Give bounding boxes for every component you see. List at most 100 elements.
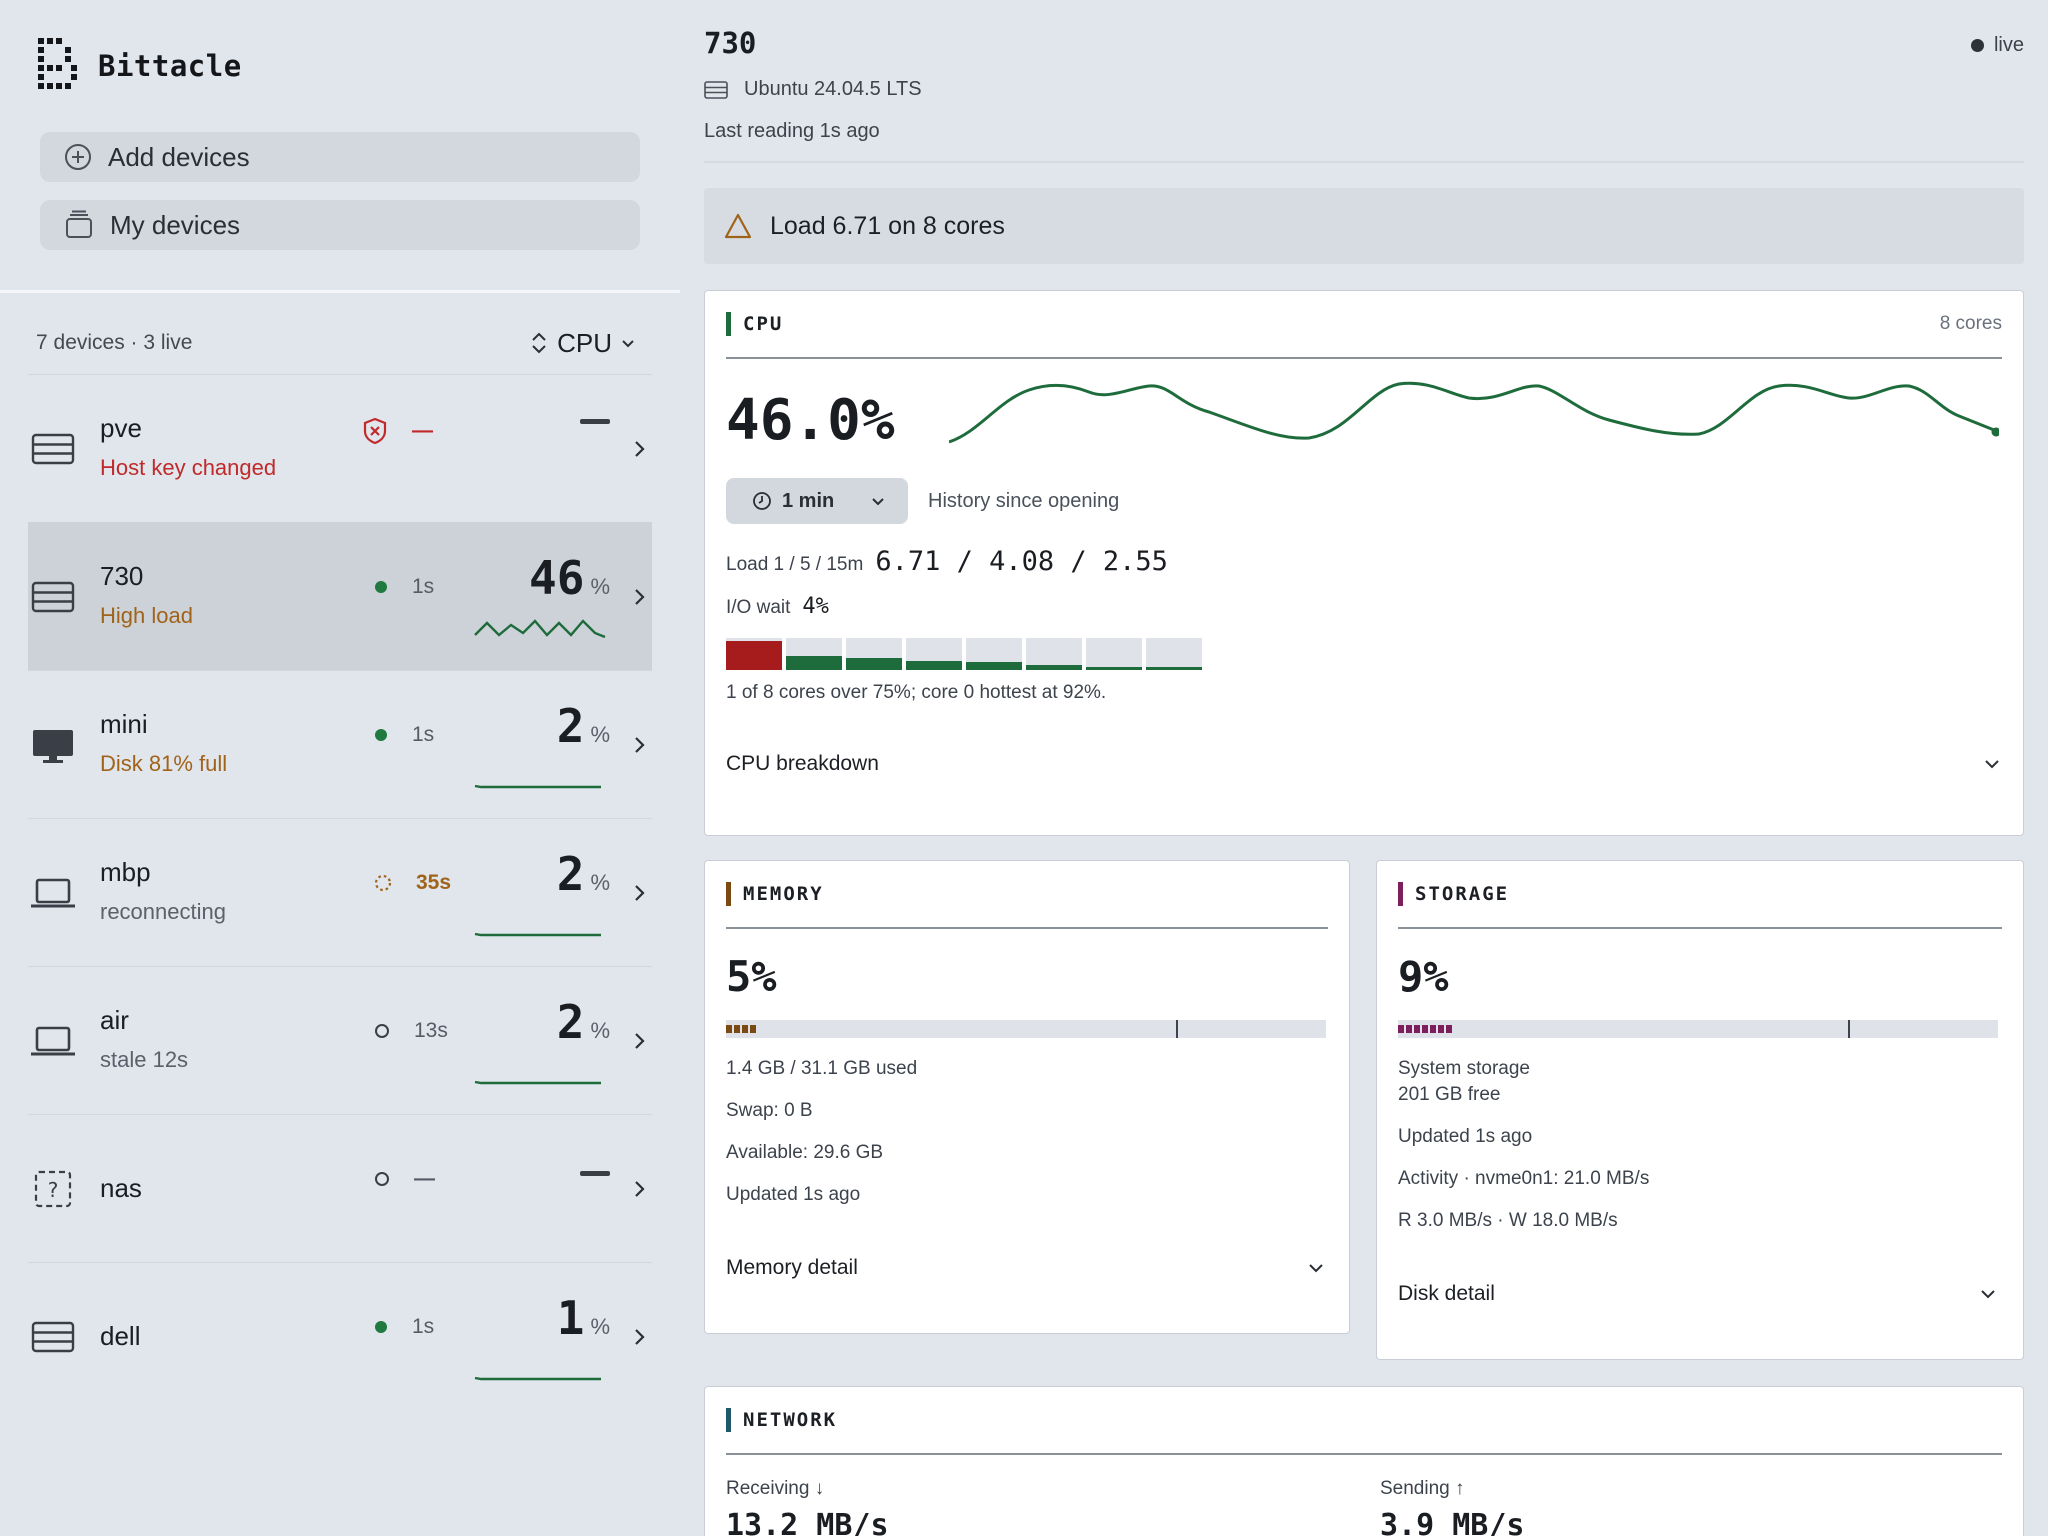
device-row-730[interactable]: 730 High load 1s 46% [28, 522, 652, 670]
device-last-seen: — [414, 1167, 435, 1190]
core-bar-fill [1086, 667, 1142, 670]
device-row-mini[interactable]: mini Disk 81% full 1s 2% [28, 670, 652, 818]
device-list-header: 7 devices · 3 live CPU [36, 322, 636, 364]
device-connection-indicator: 1s [374, 1315, 434, 1339]
disk-detail-toggle[interactable]: Disk detail [1398, 1282, 1998, 1306]
network-accent-bar [726, 1407, 731, 1432]
network-title: NETWORK [726, 1407, 837, 1432]
network-receiving-value: 13.2 MB/s [726, 1508, 889, 1536]
app-name: Bittacle [98, 49, 242, 83]
core-bar-fill [786, 656, 842, 670]
per-core-bars [726, 638, 1202, 670]
chevron-right-icon [628, 1326, 650, 1348]
device-row-mbp[interactable]: mbp reconnecting 35s 2% [28, 818, 652, 966]
memory-detail-label: Memory detail [726, 1256, 858, 1279]
device-list: pve Host key changed —730 High load 1s 46% min… [28, 374, 652, 1410]
device-cpu-unavailable [580, 419, 610, 424]
add-devices-button[interactable]: Add devices [40, 132, 640, 182]
memory-used: 1.4 GB / 31.1 GB used [726, 1058, 918, 1079]
device-cpu-sparkline [474, 784, 601, 789]
storage-activity: Activity · nvme0n1: 21.0 MB/s [1398, 1168, 1650, 1189]
core-bar-2 [846, 638, 902, 670]
sort-updown-icon [532, 332, 546, 354]
cpu-breakdown-label: CPU breakdown [726, 752, 879, 775]
device-cpu-value: 1% [557, 1291, 610, 1345]
memory-detail-toggle[interactable]: Memory detail [726, 1256, 1326, 1280]
cores-summary: 1 of 8 cores over 75%; core 0 hottest at… [726, 682, 1107, 703]
last-reading: Last reading 1s ago [704, 120, 880, 142]
device-name: air [100, 1005, 129, 1035]
chevron-down-icon [1985, 760, 1999, 769]
core-bar-3 [906, 638, 962, 670]
sort-dropdown[interactable]: CPU [529, 328, 636, 359]
storage-title-text: STORAGE [1415, 882, 1510, 905]
device-cpu-value: 2% [557, 995, 610, 1049]
chevron-right-icon [628, 438, 650, 460]
storage-card [1376, 860, 2024, 1360]
device-connection-indicator: 13s [374, 1019, 448, 1043]
monitor-icon [30, 722, 76, 768]
cpu-title-text: CPU [743, 312, 784, 335]
network-receiving-label: Receiving ↓ [726, 1478, 825, 1499]
device-cpu-unit: % [590, 1314, 610, 1339]
network-card [704, 1386, 2024, 1536]
my-devices-label: My devices [110, 209, 241, 240]
device-cpu-number: 2 [556, 847, 585, 901]
device-cpu-value: 46% [529, 551, 610, 605]
load-alert: Load 6.71 on 8 cores [704, 188, 2024, 264]
device-status: reconnecting [100, 899, 226, 924]
network-sending-label: Sending ↑ [1380, 1478, 1465, 1499]
load-value: 6.71 / 4.08 / 2.55 [875, 546, 1168, 577]
device-name: dell [100, 1321, 141, 1351]
memory-meter [726, 1020, 1326, 1038]
memory-title-text: MEMORY [743, 882, 824, 905]
core-bar-4 [966, 638, 1022, 670]
chevron-right-icon [628, 1178, 650, 1200]
time-range-dropdown[interactable]: 1 min [726, 478, 908, 524]
cpu-value: 46.0% [726, 388, 895, 453]
device-cpu-number: 2 [556, 699, 585, 753]
svg-text:?: ? [48, 1178, 59, 1202]
shield-x-icon [362, 417, 388, 445]
device-connection-indicator: — [362, 417, 433, 445]
warning-triangle-icon [724, 213, 752, 239]
my-devices-button[interactable]: My devices [40, 200, 640, 250]
brand[interactable]: Bittacle [38, 36, 242, 96]
disk-detail-label: Disk detail [1398, 1282, 1495, 1305]
device-cpu-sparkline [474, 619, 606, 639]
green-dot-icon [374, 580, 388, 594]
device-cpu-number: 46 [529, 551, 585, 605]
device-status: Host key changed [100, 455, 277, 480]
cpu-percent: 46.0% [726, 388, 895, 453]
device-row-nas[interactable]: ? nas — [28, 1114, 652, 1262]
core-bar-fill [726, 641, 782, 670]
core-bar-fill [906, 661, 962, 670]
chevron-down-icon [872, 498, 884, 506]
device-cpu-sparkline [474, 1376, 601, 1381]
green-dot-icon [374, 1320, 388, 1334]
alert-text: Load 6.71 on 8 cores [770, 211, 1005, 240]
device-row-pve[interactable]: pve Host key changed — [28, 374, 652, 522]
memory-percent: 5% [726, 952, 777, 1001]
clock-icon [753, 492, 771, 510]
chevron-right-icon [628, 734, 650, 756]
add-devices-label: Add devices [108, 141, 250, 172]
live-label: live [1993, 34, 2024, 56]
chevron-right-icon [628, 882, 650, 904]
hollow-dot-icon [374, 1023, 390, 1039]
device-last-seen: 35s [416, 871, 452, 894]
device-name: nas [100, 1173, 142, 1203]
server-icon [30, 1314, 76, 1360]
sidebar-divider [0, 290, 680, 293]
device-name: mbp [100, 857, 151, 887]
load-label: Load 1 / 5 / 15m [726, 554, 864, 575]
memory-accent-bar [726, 881, 731, 906]
memory-swap: Swap: 0 B [726, 1100, 813, 1121]
device-row-air[interactable]: air stale 12s 13s 2% [28, 966, 652, 1114]
cpu-breakdown-toggle[interactable]: CPU breakdown [726, 752, 2002, 776]
device-cpu-unit: % [590, 870, 610, 895]
cpu-history-endpoint [1991, 427, 1999, 437]
storage-percent: 9% [1398, 952, 1449, 1001]
device-row-dell[interactable]: dell 1s 1% [28, 1262, 652, 1410]
device-last-seen: 13s [414, 1019, 448, 1042]
